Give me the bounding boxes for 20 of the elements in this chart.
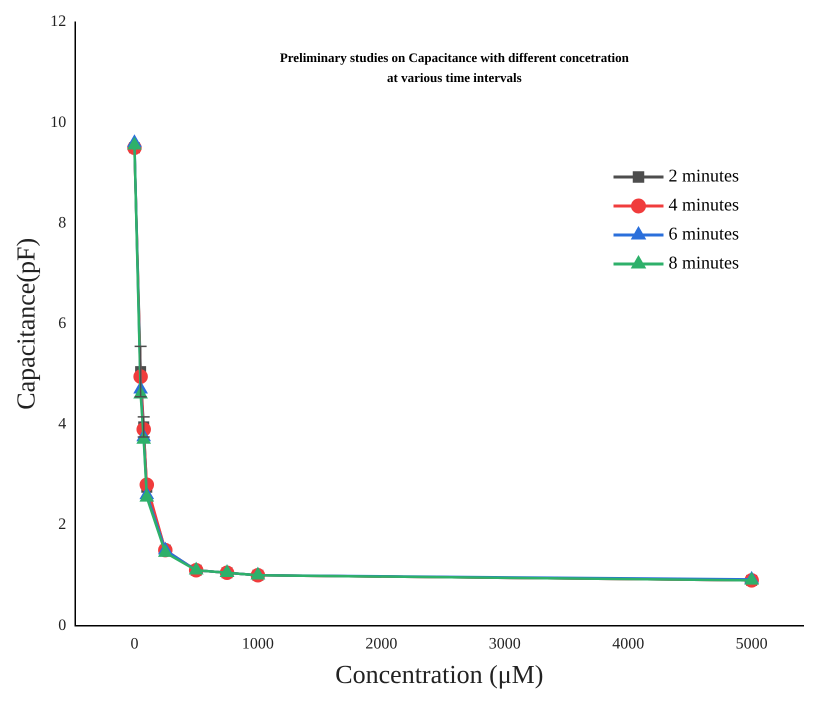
x-tick-label: 4000 (612, 635, 644, 652)
x-axis-title: Concentration (μM) (335, 660, 544, 690)
y-axis-title: Capacitance(pF) (11, 238, 40, 410)
y-tick-label: 12 (50, 13, 66, 30)
x-tick-label: 0 (130, 635, 138, 652)
y-tick-label: 6 (58, 315, 66, 332)
x-tick-label: 1000 (242, 635, 274, 652)
y-tick-label: 10 (50, 114, 66, 131)
y-tick-label: 2 (58, 516, 66, 534)
x-tick-label: 5000 (736, 635, 768, 652)
legend-label: 4 minutes (668, 194, 739, 215)
x-tick-label: 3000 (488, 635, 521, 652)
text: Preliminary studies on Capacitance with different concetration at various time intervals (280, 50, 630, 85)
x-tick-label: 2000 (365, 635, 398, 652)
y-tick-label: 4 (58, 416, 66, 433)
legend-label: 6 minutes (668, 224, 739, 244)
legend-label: 2 minutes (668, 166, 739, 186)
y-tick-label: 8 (58, 214, 66, 232)
legend-label: 8 minutes (668, 252, 739, 273)
y-tick-label: 0 (58, 616, 66, 634)
